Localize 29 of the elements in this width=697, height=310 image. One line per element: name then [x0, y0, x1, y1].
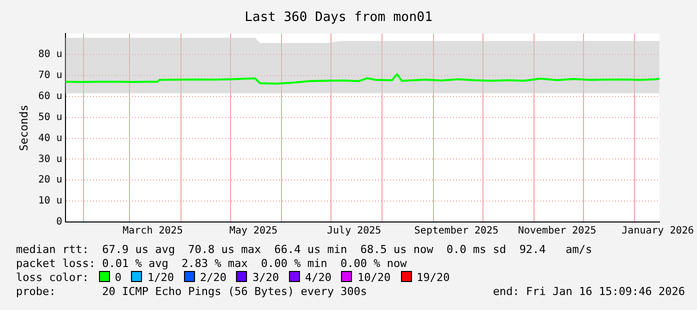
text: probe: 20 ICMP Echo Pings (56 Bytes) every 300s	[16, 285, 367, 298]
y-tick-label: 80 u	[38, 49, 62, 60]
x-tick-label: September 2025	[414, 226, 499, 237]
text: packet loss: 0.01 % avg 2.83 % max 0.00 % min 0.00 % now	[16, 257, 407, 270]
text: 10/20	[357, 271, 391, 284]
y-tick-label: 0	[56, 216, 62, 228]
text: 4/20	[304, 271, 332, 284]
y-tick-label: 10 u	[38, 196, 62, 207]
text: 1/20	[147, 271, 174, 284]
x-tick-label: March 2025	[122, 226, 183, 237]
y-tick-label: 70 u	[38, 70, 62, 82]
x-tick-label: November 2025	[518, 226, 596, 237]
text: 3/20	[252, 271, 279, 284]
text: 2/20	[200, 271, 226, 284]
x-tick-label: January 2026	[622, 226, 694, 237]
y-tick-label: 40 u	[38, 132, 62, 144]
text: end: Fri Jan 16 15:09:46 2026	[492, 285, 685, 298]
text: loss color:	[16, 271, 89, 284]
text: median rtt: 67.9 us avg 70.8 us max 66.4 us min 68.5 us now 0.0 ms sd 92.4 am/s	[16, 243, 592, 256]
x-tick-label: July 2025	[327, 226, 382, 237]
y-tick-label: 30 u	[38, 154, 62, 165]
x-tick-label: May 2025	[229, 226, 278, 237]
y-axis-title: Seconds	[17, 104, 30, 151]
text: 0	[114, 271, 122, 284]
chart-title: Last 360 Days from mon01	[244, 10, 432, 26]
text: 19/20	[416, 271, 450, 284]
y-tick-label: 50 u	[38, 112, 62, 123]
y-tick-label: 20 u	[38, 174, 62, 186]
y-tick-label: 60 u	[38, 90, 62, 102]
